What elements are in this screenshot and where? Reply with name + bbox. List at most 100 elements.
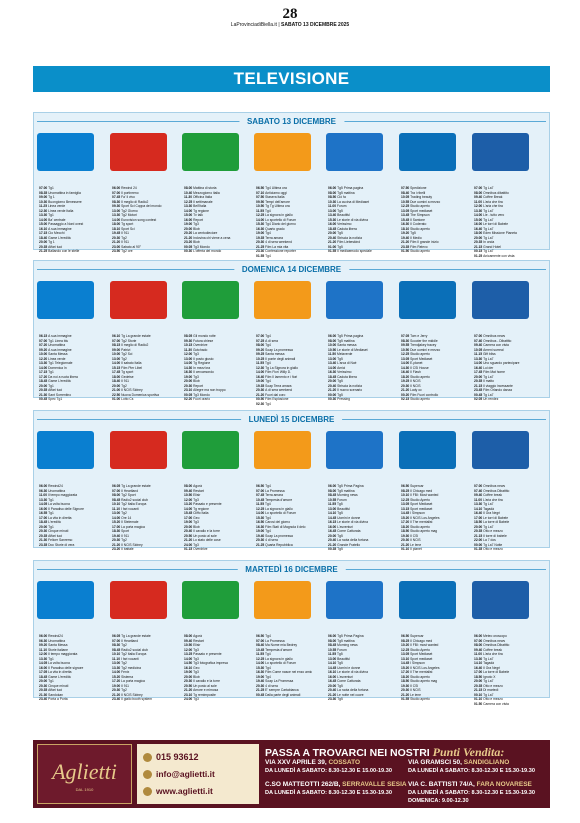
program-time: 10.55 xyxy=(328,647,338,652)
program-entry: 16.00 Verissimo xyxy=(328,222,384,227)
program-time: 07.00 xyxy=(39,338,49,343)
program-entry: 09.50 Tempi dell'amore xyxy=(256,200,312,205)
program-time: 14.10 xyxy=(328,511,338,515)
italia1-logo xyxy=(399,431,456,469)
program-title: Tg3 Mondo xyxy=(193,244,210,249)
program-entry: 12.25 La signora in giallo xyxy=(256,657,312,662)
program-entry: 13.30 Tg2 medicina xyxy=(112,666,168,671)
program-time: 14.10 xyxy=(328,661,338,665)
program-title: Passato e presente xyxy=(193,502,222,506)
program-title: Tg5 mattina xyxy=(337,338,355,343)
program-entry: 09.40 Restart xyxy=(184,639,240,644)
program-time: 22.00 xyxy=(474,538,484,542)
program-title: Tg2 Sport xyxy=(121,493,136,497)
program-entry: 11.55 Tg4 xyxy=(256,652,312,657)
program-entry: 13.00 Beautiful xyxy=(328,657,384,662)
program-time: 01.00 xyxy=(112,397,122,401)
program-title: Tg sport xyxy=(121,370,134,374)
program-entry: 11.00 L'aria che tira xyxy=(474,652,530,657)
program-entry: 21.20 Il nuovo scenario xyxy=(328,388,384,393)
program-time: 06.00 xyxy=(474,634,484,638)
program-time: 19.00 xyxy=(256,379,266,383)
program-time: 13.30 xyxy=(184,204,194,208)
program-title: Il meglio di Radio2 xyxy=(121,343,149,347)
program-time: 11.30 xyxy=(184,347,193,352)
program-entry: 20.30 Tg2 xyxy=(112,688,168,693)
program-entry: 16.40 Lui der xyxy=(474,366,530,371)
program-title: Unomattina in famiglia xyxy=(48,190,81,195)
program-title: Trading beauty xyxy=(410,195,433,199)
program-time: 11.55 xyxy=(256,502,265,506)
program-entry: 13.05 Sport mediaset xyxy=(401,209,457,214)
ad-website[interactable]: www.aglietti.it xyxy=(143,786,213,797)
program-entry: 16.40 Il Gra Negri xyxy=(474,666,530,671)
program-entry: 20.35 Affari tuoi xyxy=(39,688,95,693)
program-entry: 12.25 Studio Aperto xyxy=(401,498,457,503)
program-title: Fuori orario xyxy=(193,397,211,401)
program-time: 00.05 xyxy=(184,244,194,249)
italia1-logo xyxy=(399,581,456,619)
program-entry: 18.20 Studio aperto xyxy=(401,375,457,380)
store-location: C.SO MATTEOTTI 262/B, SERRAVALLE SESIA DA… xyxy=(265,781,407,797)
program-entry: 06.00 Tg5 Prima pagina xyxy=(328,186,384,191)
program-time: 24.00 xyxy=(184,542,194,547)
program-entry: 13.30 Tg1 Telegiornale xyxy=(39,361,95,366)
program-time: 18.10 xyxy=(112,226,122,231)
advertisement[interactable]: Aglietti DAL 1910 015 93612 info@agliett… xyxy=(33,740,550,808)
program-time: 10.05 xyxy=(401,195,411,199)
program-entry: 08.30 Tg2 xyxy=(112,643,168,648)
program-entry: 07.25 A di sera xyxy=(256,339,312,344)
program-column: 06.00 Tg5 Prima pagina 08.00 Tg5 mattina 1… xyxy=(328,334,384,402)
program-title: Sport mediaset xyxy=(410,506,433,511)
program-entry: 11.10 I fari vocanti xyxy=(112,507,168,512)
program-time: 20.30 xyxy=(401,383,411,388)
program-title: Il CSI House xyxy=(410,365,429,370)
program-time: 18.00 xyxy=(474,231,484,235)
rai2-logo xyxy=(110,581,167,619)
ad-phone[interactable]: 015 93612 xyxy=(143,752,199,763)
program-title: In mezz'ora xyxy=(193,365,211,370)
program-entry: 20.35 Affari tuoi xyxy=(39,534,95,539)
program-time: 19.20 xyxy=(401,231,411,235)
program-time: 20.35 xyxy=(474,683,484,688)
program-time: 13.30 xyxy=(112,213,122,217)
program-title: Tg La7 xyxy=(483,656,494,661)
program-time: 06.00 xyxy=(328,634,338,638)
program-time: 20.00 xyxy=(39,383,49,388)
store-hours: DA LUNEDÌ A SABATO: 8.30-12.30 E 15.30-1… xyxy=(408,768,535,774)
program-entry: 21.20 Film Il grande inizio xyxy=(401,240,457,245)
program-time: 06.50 xyxy=(256,186,266,190)
channel-logos xyxy=(34,133,549,173)
program-entry: 06.30 Unomattina xyxy=(39,489,95,494)
ad-email[interactable]: info@aglietti.it xyxy=(143,769,215,780)
program-entry: 08.25 Il Chicago med xyxy=(401,639,457,644)
program-title: Blob xyxy=(193,379,200,383)
program-title: I fari vocanti xyxy=(120,656,139,661)
program-title: Striscia la notizia xyxy=(337,383,362,388)
program-time: 11.55 xyxy=(256,652,265,656)
program-time: 16.40 xyxy=(474,665,484,670)
program-entry: 13.05 Sport Mediaset xyxy=(401,652,457,657)
program-title: Tg2 Giorno xyxy=(121,208,138,213)
program-time: 13.00 xyxy=(184,356,194,361)
program-time: 16.30 xyxy=(184,370,194,374)
program-entry: 20.30 Tg2 xyxy=(112,236,168,241)
program-time: 00.15 xyxy=(474,249,484,253)
program-time: 15.30 xyxy=(256,222,266,226)
program-entry: 10.10 Tg2 Italia Europa xyxy=(112,502,168,507)
program-title: Il cavallo e la torre xyxy=(193,529,220,533)
program-title: Tg3 xyxy=(193,670,199,674)
program-title: Le torri di Babele xyxy=(483,515,509,520)
program-title: Tg4 xyxy=(265,343,271,347)
program-time: 11.50 xyxy=(328,352,337,356)
program-time: 09.00 xyxy=(39,195,49,199)
program-title: Tg La grande estate xyxy=(121,484,151,488)
program-title: Sport Sci xyxy=(121,226,135,231)
program-title: Game L'eredità xyxy=(48,379,71,383)
program-title: Linea verde xyxy=(48,356,66,361)
program-entry: 13.30 Tg1 xyxy=(39,657,95,662)
program-entry: 14.10 Tagadà xyxy=(474,507,530,512)
program-time: 09.20 xyxy=(39,643,49,647)
program-entry: 15.45 Il Santone xyxy=(401,218,457,223)
program-entry: 20.30 4 di sera xyxy=(256,538,312,543)
